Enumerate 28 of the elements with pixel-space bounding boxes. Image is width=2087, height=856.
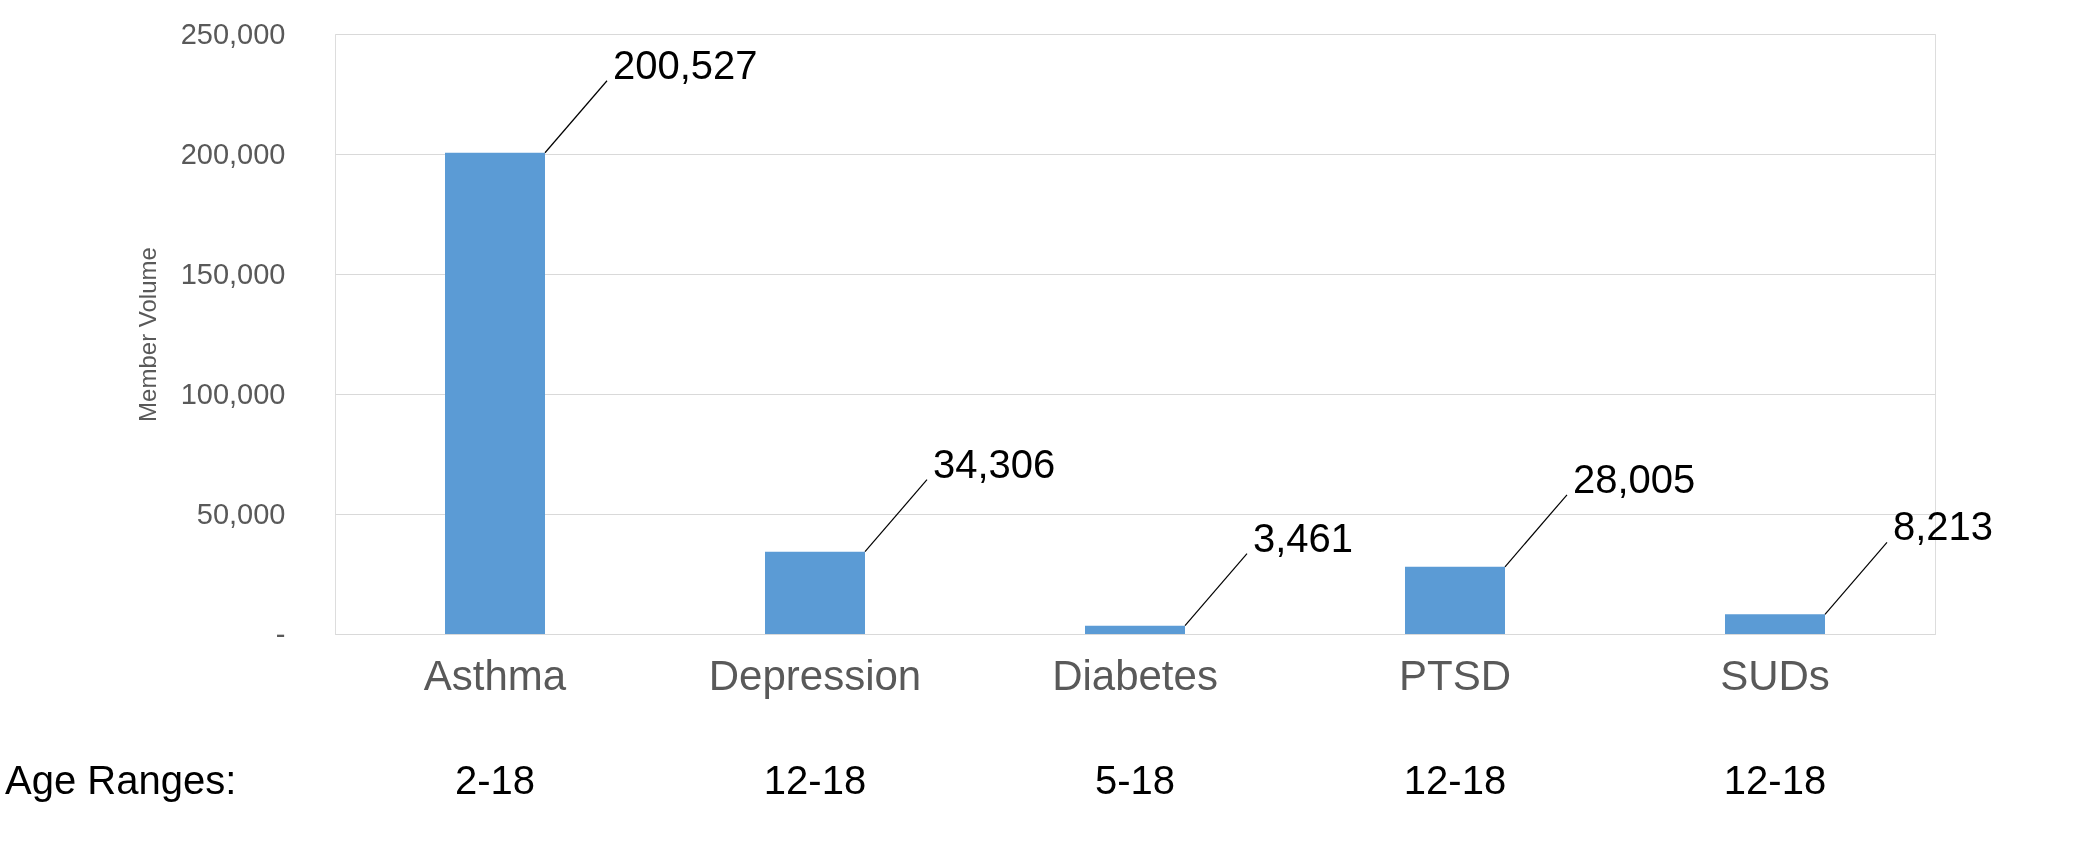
x-tick-label: Depression xyxy=(708,651,922,699)
data-label: 200,527 xyxy=(613,42,758,87)
bar xyxy=(1085,625,1185,634)
data-label: 34,306 xyxy=(933,441,1056,486)
y-tick-label: 100,000 xyxy=(180,377,286,410)
y-tick-label: 150,000 xyxy=(180,257,286,290)
data-label: 8,213 xyxy=(1893,504,1994,549)
x-tick-label: Asthma xyxy=(423,651,567,699)
data-label: 28,005 xyxy=(1573,456,1696,501)
bar xyxy=(1725,614,1825,634)
y-tick-label: - xyxy=(275,617,286,650)
y-tick-label: 50,000 xyxy=(196,497,286,530)
bar xyxy=(1405,566,1505,634)
text: 5-18 xyxy=(1094,758,1176,802)
y-tick-label: 250,000 xyxy=(180,17,286,50)
data-label: 3,461 xyxy=(1253,515,1354,560)
x-tick-label: PTSD xyxy=(1398,651,1512,699)
x-tick-label: SUDs xyxy=(1720,651,1830,699)
x-tick-label: Diabetes xyxy=(1052,651,1218,699)
y-tick-label: 200,000 xyxy=(180,137,286,170)
bar xyxy=(765,551,865,634)
text: 12-18 xyxy=(1403,758,1507,802)
text: 2-18 xyxy=(454,758,536,802)
bar xyxy=(445,152,545,634)
text: 12-18 xyxy=(1723,758,1827,802)
text: 12-18 xyxy=(763,758,867,802)
y-axis-title: Member Volume xyxy=(133,247,161,422)
text: Age Ranges: xyxy=(5,758,237,802)
